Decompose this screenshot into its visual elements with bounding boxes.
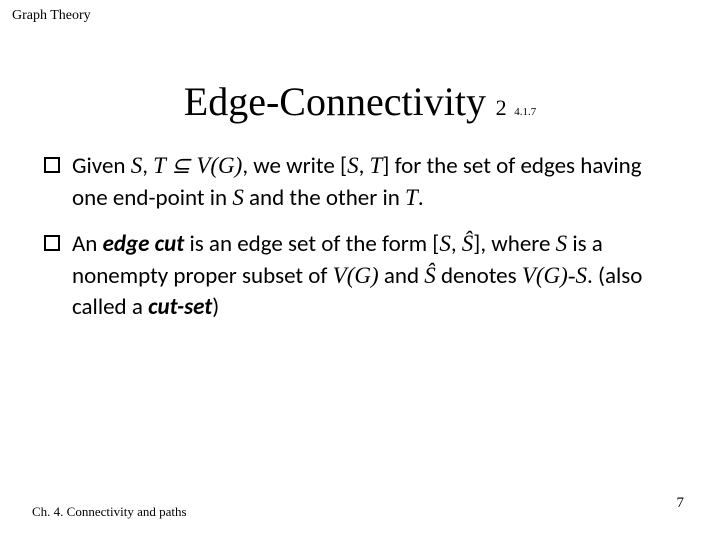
content-area: Given S, T ⊆ V(G), we write [S, T] for t… <box>44 150 680 337</box>
title-reference: 4.1.7 <box>514 106 536 118</box>
bullet-text: An edge cut is an edge set of the form [… <box>72 228 680 323</box>
footer-chapter: Ch. 4. Connectivity and paths <box>32 504 187 520</box>
slide-title: Edge-Connectivity <box>184 78 486 125</box>
course-header: Graph Theory <box>12 8 91 24</box>
bullet-item: Given S, T ⊆ V(G), we write [S, T] for t… <box>44 150 680 214</box>
bullet-text: Given S, T ⊆ V(G), we write [S, T] for t… <box>72 150 680 214</box>
page-number: 7 <box>677 495 685 512</box>
title-subscript: 2 <box>496 95 507 120</box>
bullet-marker-icon <box>44 157 60 173</box>
bullet-item: An edge cut is an edge set of the form [… <box>44 228 680 323</box>
title-container: Edge-Connectivity 2 4.1.7 <box>0 78 720 125</box>
bullet-marker-icon <box>44 235 60 251</box>
